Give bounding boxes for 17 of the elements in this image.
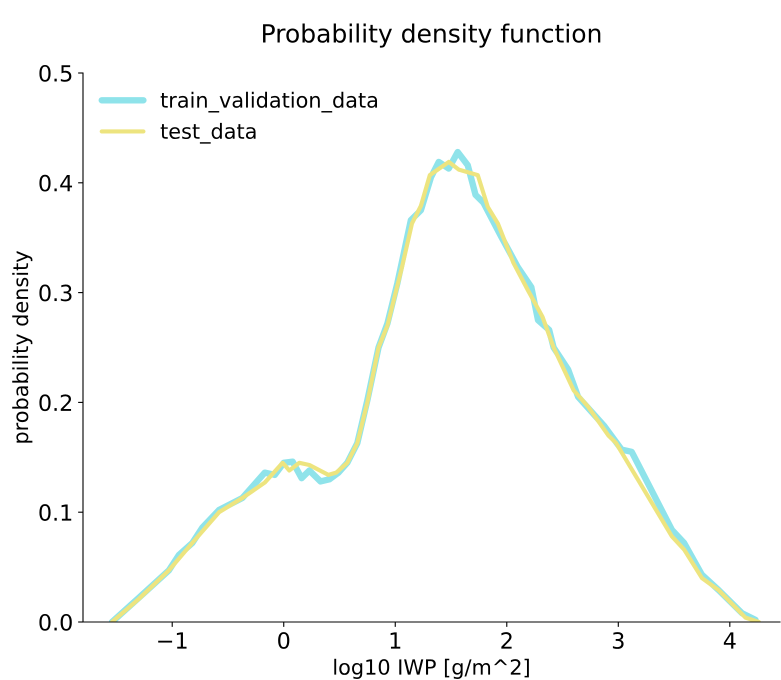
x-tick-label: 3: [612, 632, 624, 649]
x-tick-label: 1: [390, 632, 400, 649]
y-tick-label: 0.4: [39, 174, 72, 192]
x-tick-label: 0: [278, 632, 290, 649]
y-tick-label: 0.2: [39, 394, 72, 412]
y-tick-label: 0.5: [39, 64, 72, 82]
y-tick-label: 0.3: [39, 284, 72, 302]
x-tick-label: 4: [724, 632, 736, 649]
x-axis-title: log10 IWP [g/m^2]: [334, 658, 529, 679]
x-tick-label: −1: [158, 632, 187, 649]
y-tick-label: 0.1: [39, 504, 72, 521]
legend-label: train_validation_data: [160, 92, 378, 112]
x-tick-label: 2: [501, 632, 512, 649]
chart-title: Probability density function: [263, 23, 600, 48]
y-axis-title: probability density: [12, 251, 32, 443]
legend-label: test_data: [160, 122, 256, 144]
y-tick-label: 0.0: [39, 614, 72, 631]
